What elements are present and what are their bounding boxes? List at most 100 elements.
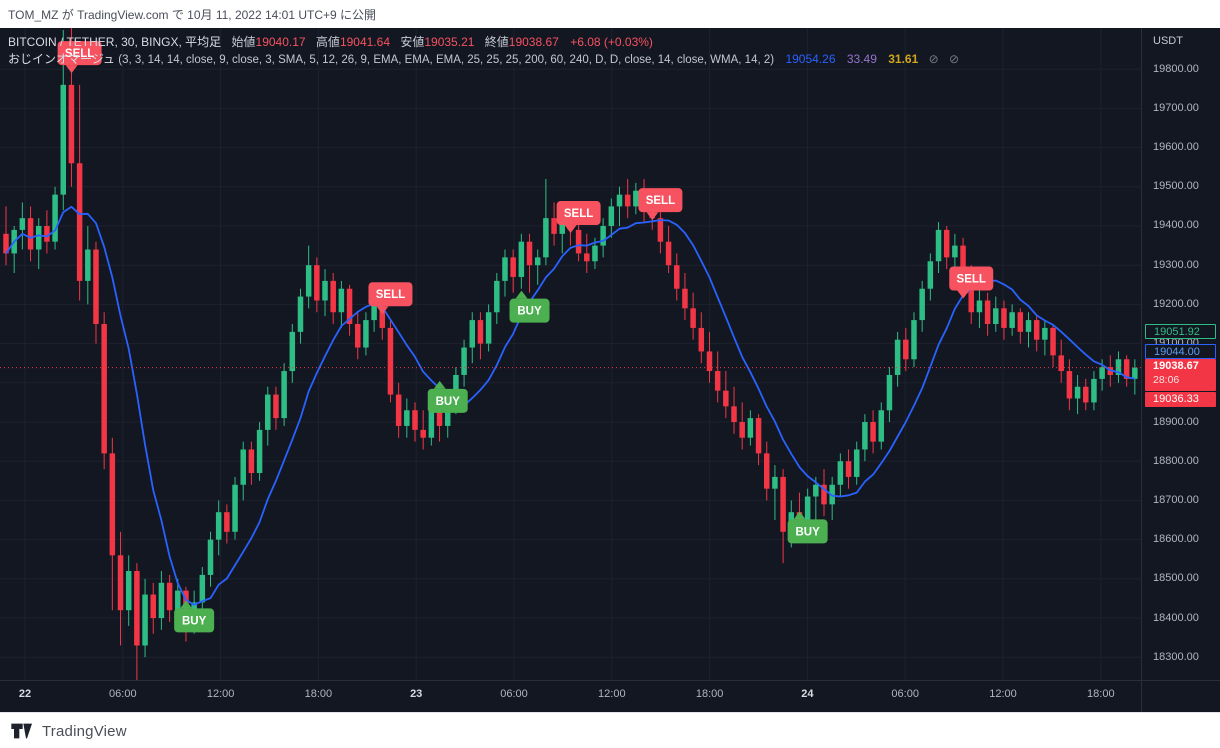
down-candle <box>1001 308 1007 328</box>
up-candle <box>52 194 58 242</box>
price-axis[interactable]: 18300.00 18400.00 18500.00 18600.00 18700.00… <box>1141 28 1220 712</box>
down-candle <box>224 512 230 532</box>
sell-marker[interactable]: SELL <box>57 41 102 74</box>
sell-marker[interactable]: SELL <box>556 201 601 234</box>
up-candle <box>534 257 541 266</box>
time-tick: 12:00 <box>989 688 1017 700</box>
indicator-legend-row[interactable]: おじインオマージュ (3, 3, 14, 14, close, 9, close… <box>8 51 959 68</box>
up-candle <box>935 229 942 262</box>
up-candle <box>1115 359 1122 375</box>
down-candle <box>395 394 402 426</box>
time-axis-separator <box>0 680 1220 681</box>
down-candle <box>723 390 729 407</box>
up-candle <box>600 225 606 246</box>
sell-marker[interactable]: SELL <box>368 282 413 315</box>
price-chart[interactable]: SELL BUY SELL BUY BUY SELL SELL BUY SELL <box>0 28 1141 680</box>
up-candle <box>85 249 91 281</box>
high-label: 高値 <box>315 35 340 49</box>
down-candle <box>1066 371 1073 399</box>
up-candle <box>158 582 165 619</box>
time-tick: 06:00 <box>891 688 919 700</box>
time-axis[interactable]: 22 06:00 12:00 18:00 23 06:00 12:00 18:00 24 06:0… <box>0 680 1141 712</box>
up-candle <box>199 574 206 603</box>
tradingview-logo-icon[interactable] <box>10 719 34 743</box>
time-tick: 24 <box>801 688 814 700</box>
down-candle <box>706 351 713 372</box>
indicator-title[interactable]: おじインオマージュ <box>8 52 115 66</box>
buy-marker[interactable]: BUY <box>174 600 215 633</box>
down-candle <box>68 84 75 164</box>
down-candle <box>755 418 762 454</box>
up-candle <box>485 312 492 344</box>
down-candle <box>657 218 664 242</box>
indicator-price-label-green: 19051.92 <box>1145 323 1216 339</box>
up-candle <box>616 194 623 207</box>
buy-marker[interactable]: BUY <box>427 380 468 413</box>
signal-label: SELL <box>564 208 593 220</box>
price-tick: 19200.00 <box>1153 297 1199 310</box>
symbol-title[interactable]: BITCOIN / TETHER, 30, BINGX, 平均足 <box>8 35 222 49</box>
signal-label: BUY <box>182 615 207 627</box>
time-tick: 22 <box>18 688 32 700</box>
down-candle <box>248 449 255 473</box>
low-value: 19035.21 <box>424 35 475 49</box>
up-candle <box>919 288 925 321</box>
up-candle <box>35 225 42 250</box>
up-candle <box>1099 367 1105 379</box>
up-candle <box>976 300 983 313</box>
up-candle <box>543 218 549 258</box>
up-candle <box>125 571 132 611</box>
high-value: 19041.64 <box>339 35 390 49</box>
sell-marker[interactable]: SELL <box>638 188 683 221</box>
buy-marker[interactable]: BUY <box>509 290 550 323</box>
chart-legend: BITCOIN / TETHER, 30, BINGX, 平均足 始値19040… <box>8 34 959 68</box>
ma-price-label-blue: 19044.00 <box>1145 343 1216 359</box>
sell-marker[interactable]: SELL <box>949 266 994 299</box>
up-candle <box>502 257 508 281</box>
up-candle <box>592 245 598 262</box>
up-candle <box>772 476 778 489</box>
indicator-value-1: 19054.26 <box>785 52 836 66</box>
time-tick: 12:00 <box>206 688 235 700</box>
down-candle <box>763 453 770 489</box>
indicator-value-3: 31.61 <box>888 52 919 66</box>
low-label: 安値 <box>400 35 425 49</box>
down-candle <box>1050 327 1056 356</box>
hidden-plot-icon[interactable]: ⊘ <box>928 52 939 66</box>
down-candle <box>109 453 116 556</box>
down-candle <box>1033 320 1040 340</box>
up-candle <box>207 539 214 575</box>
publish-caption-bar: TOM_MZ が TradingView.com で 10月 11, 2022 … <box>0 0 1220 28</box>
up-candle <box>19 218 26 230</box>
up-candle <box>804 496 811 524</box>
down-candle <box>674 265 680 289</box>
down-candle <box>739 422 745 438</box>
down-candle <box>984 300 991 325</box>
up-candle <box>338 288 345 313</box>
up-candle <box>322 280 328 301</box>
time-tick: 18:00 <box>1087 688 1115 700</box>
open-value: 19040.17 <box>255 35 306 49</box>
down-candle <box>150 594 156 619</box>
chart-container: SELL BUY SELL BUY BUY SELL SELL BUY SELL BITCOIN… <box>0 28 1220 712</box>
tradingview-wordmark[interactable]: TradingView <box>42 722 127 740</box>
price-tick: 19800.00 <box>1153 62 1199 75</box>
up-candle <box>813 484 819 497</box>
symbol-legend-row[interactable]: BITCOIN / TETHER, 30, BINGX, 平均足 始値19040… <box>8 34 959 51</box>
current-price-value: 19038.67 <box>1153 359 1199 372</box>
price-tick: 18300.00 <box>1153 650 1199 663</box>
hidden-plot-icon[interactable]: ⊘ <box>949 52 960 66</box>
buy-marker[interactable]: BUY <box>787 511 828 544</box>
down-candle <box>575 229 582 254</box>
up-candle <box>232 484 238 532</box>
up-candle <box>469 320 476 348</box>
up-candle <box>878 410 885 442</box>
up-candle <box>1009 312 1015 328</box>
grid-layer <box>0 28 1141 680</box>
down-candle <box>780 476 786 532</box>
signal-label: SELL <box>376 289 405 301</box>
indicator-params: (3, 3, 14, 14, close, 9, close, 3, SMA, … <box>118 54 775 66</box>
ma-line[interactable] <box>5 205 1135 606</box>
price-tick: 19300.00 <box>1153 258 1199 271</box>
up-candle <box>453 374 459 399</box>
